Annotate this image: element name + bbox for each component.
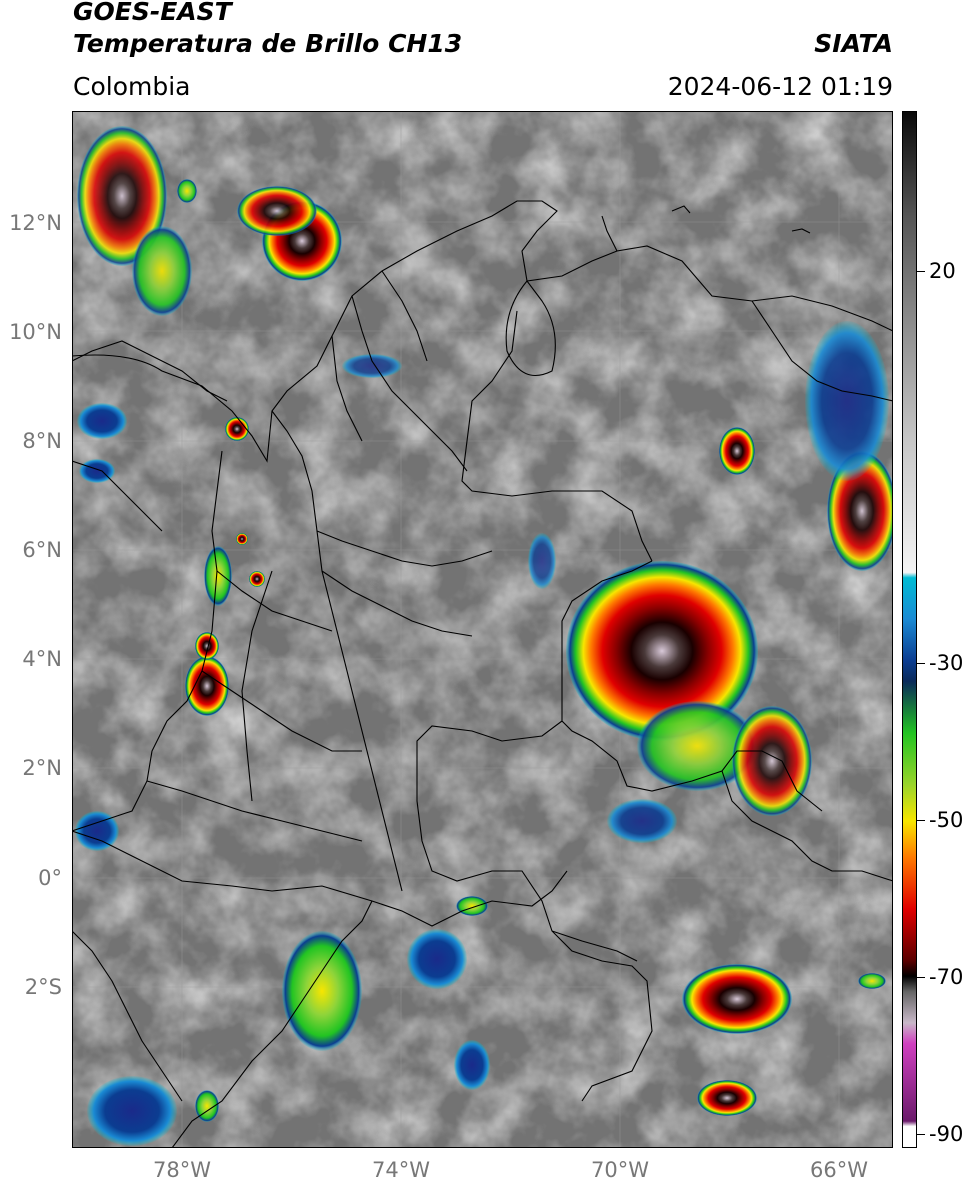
lat-label-8n: 8°N: [0, 429, 62, 453]
colorbar-tick: [917, 977, 925, 978]
satellite-map[interactable]: [72, 111, 893, 1148]
lon-label-66w: 66°W: [794, 1158, 884, 1182]
colorbar-label-minus90: -90: [929, 1122, 963, 1146]
colorbar-tick: [917, 820, 925, 821]
lat-label-4n: 4°N: [0, 647, 62, 671]
datetime-label: 2024-06-12 01:19: [668, 72, 893, 102]
lat-label-0: 0°: [0, 866, 62, 890]
lon-label-78w: 78°W: [137, 1158, 227, 1182]
product-title: Temperatura de Brillo CH13: [73, 30, 462, 58]
region-label: Colombia: [73, 72, 190, 102]
colorbar-tick: [917, 271, 925, 272]
lon-label-74w: 74°W: [356, 1158, 446, 1182]
lat-label-12n: 12°N: [0, 211, 62, 235]
colorbar-label-20: 20: [929, 259, 956, 283]
colorbar-label-minus50: -50: [929, 808, 963, 832]
colorbar-tick: [917, 663, 925, 664]
organization-label: SIATA: [814, 30, 893, 58]
satellite-title: GOES-EAST: [73, 0, 232, 26]
lat-label-2s: 2°S: [0, 975, 62, 999]
lat-label-10n: 10°N: [0, 320, 62, 344]
lon-label-70w: 70°W: [575, 1158, 665, 1182]
temperature-colorbar: [902, 111, 917, 1148]
colorbar-label-minus30: -30: [929, 651, 963, 675]
lat-label-6n: 6°N: [0, 538, 62, 562]
colorbar-label-minus70: -70: [929, 965, 963, 989]
colorbar-tick: [917, 1134, 925, 1135]
lat-label-2n: 2°N: [0, 756, 62, 780]
